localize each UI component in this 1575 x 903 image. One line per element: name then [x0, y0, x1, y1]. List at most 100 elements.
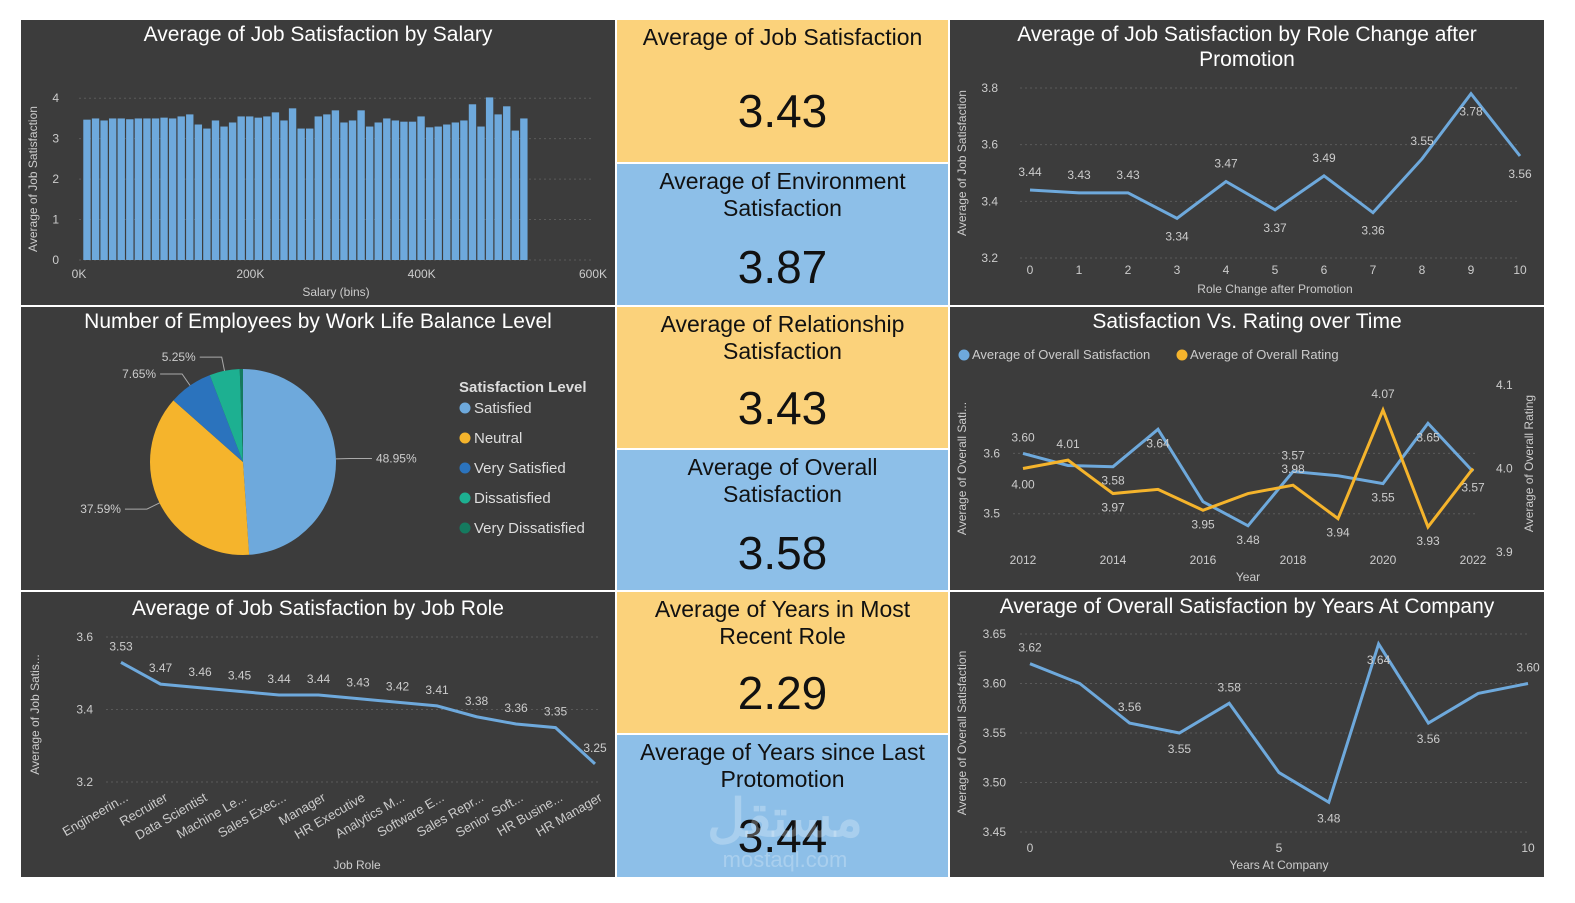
data-label: 3.43: [1116, 168, 1140, 182]
kpi-environment-satisfaction: Average of Environment Satisfaction 3.87: [616, 163, 949, 306]
job-role-chart-title: Average of Job Satisfaction by Job Role: [131, 597, 504, 620]
data-label: 3.60: [1516, 661, 1540, 675]
data-label: 3.60: [1011, 430, 1035, 444]
x-tick-label: 2014: [1100, 553, 1127, 567]
years-company-chart-panel: Average of Overall Satisfaction by Years…: [949, 591, 1545, 878]
data-label: 3.47: [1214, 157, 1238, 171]
data-label: 3.57: [1461, 481, 1485, 495]
years-company-chart-title: Average of Overall Satisfaction by Years…: [999, 595, 1495, 618]
data-label: 3.58: [1218, 680, 1242, 694]
salary-bar: [177, 116, 185, 260]
y-tick-label: 3.8: [981, 81, 998, 95]
pie-leader-line: [199, 356, 226, 371]
salary-bar: [306, 128, 314, 260]
salary-bar: [237, 116, 245, 260]
sat-vs-rating-chart-title: Satisfaction Vs. Rating over Time: [1092, 310, 1402, 333]
data-label: 3.37: [1263, 221, 1287, 235]
x-tick-label: 0K: [72, 267, 87, 281]
x-tick-label: 10: [1513, 263, 1527, 277]
data-label: 3.93: [1416, 534, 1440, 548]
pie-slice: [243, 369, 336, 555]
salary-bar: [520, 118, 528, 260]
y-tick-label: 3.65: [983, 627, 1007, 641]
legend-marker: [1176, 349, 1188, 361]
data-label: 3.53: [109, 639, 133, 653]
legend-marker: [958, 349, 970, 361]
data-label: 3.34: [1165, 229, 1189, 243]
salary-bar: [468, 104, 477, 261]
kpi-value: 3.44: [737, 810, 828, 862]
data-label: 3.38: [465, 694, 489, 708]
y-left-tick-label: 3.5: [983, 507, 1000, 521]
data-label: 3.55: [1410, 134, 1434, 148]
kpi-title: Average of Relationship Satisfaction: [660, 311, 905, 364]
x-tick-label: 5: [1276, 841, 1283, 855]
salary-bar: [117, 118, 125, 260]
data-label: 3.36: [1361, 224, 1385, 238]
y-tick-label: 3.6: [981, 138, 998, 152]
y-tick-label: 3.50: [983, 776, 1007, 790]
data-label: 3.97: [1101, 501, 1125, 515]
data-label: 3.62: [1018, 641, 1042, 655]
data-label: 3.44: [267, 672, 291, 686]
role-change-chart-title: Average of Job Satisfaction by Role Chan…: [1017, 23, 1477, 71]
data-label: 3.98: [1281, 462, 1305, 476]
data-label: 3.41: [425, 683, 449, 697]
x-tick-label: 9: [1468, 263, 1475, 277]
sat-vs-rating-chart: 3.5 3.6 3.9 4.0 4.1 2012 2014 2016 2018 2020 2022 3…: [955, 347, 1536, 584]
data-label: 4.07: [1371, 387, 1395, 401]
salary-bar: [434, 126, 442, 261]
data-label: 3.78: [1459, 105, 1483, 119]
x-axis-title: Job Role: [333, 858, 381, 872]
data-label: 3.35: [544, 705, 568, 719]
years-company-series-line: [1029, 640, 1529, 805]
y-tick-label: 3.4: [76, 703, 93, 717]
pie-slice: [209, 369, 243, 462]
y-right-axis-title: Average of Overall Rating: [1522, 395, 1536, 532]
salary-bar: [365, 126, 374, 261]
salary-bar: [357, 110, 365, 260]
x-tick-label: 2022: [1460, 553, 1487, 567]
legend-label: Average of Overall Satisfaction: [972, 347, 1150, 362]
salary-bar: [83, 119, 91, 260]
y-tick-label: 3.45: [983, 825, 1007, 839]
data-label: 3.56: [1118, 700, 1142, 714]
sat-vs-rating-chart-panel: Satisfaction Vs. Rating over Time 3.5 3.6…: [949, 306, 1545, 591]
data-label: 3.64: [1146, 436, 1170, 450]
role-change-chart: 3.2 3.4 3.6 3.8 0 1 2 3 4 5 6 7 8 9 10 3.44 3.43 3.43 3.34…: [955, 81, 1532, 296]
y-axis-title: Average of Job Satisfaction: [26, 106, 40, 252]
legend-title: Satisfaction Level: [459, 379, 587, 396]
series-line: [1022, 406, 1475, 530]
years-company-chart: 3.45 3.50 3.55 3.60 3.65 0 5 10 3.62 3.56 3.55 3.58…: [955, 627, 1540, 872]
x-tick-label: 10: [1521, 841, 1535, 855]
data-label: 4.01: [1056, 437, 1080, 451]
data-label: 3.64: [1367, 653, 1391, 667]
legend-label: Satisfied: [474, 400, 532, 417]
salary-bar: [246, 116, 254, 260]
salary-bar: [126, 119, 134, 261]
salary-bar: [297, 128, 305, 260]
pie-slice: [239, 369, 243, 462]
y-axis-title: Average of Job Satis...: [28, 654, 42, 775]
y-tick-label: 3.2: [76, 775, 93, 789]
legend-marker: [459, 432, 471, 444]
y-left-axis-title: Average of Overall Sati...: [955, 402, 969, 535]
salary-bar: [220, 126, 228, 261]
x-tick-label: 2018: [1280, 553, 1307, 567]
salary-bar: [134, 118, 143, 260]
y-tick-label: 3.6: [76, 630, 93, 644]
pie-data-label: 37.59%: [80, 502, 121, 516]
legend-marker: [459, 492, 471, 504]
wlb-chart-title: Number of Employees by Work Life Balance…: [84, 310, 552, 333]
y-tick-label: 3.2: [981, 251, 998, 265]
data-label: 3.49: [1312, 151, 1336, 165]
salary-bar: [151, 118, 160, 260]
wlb-pie-chart: 48.95% 37.59% 7.65% 5.25% Satisfaction Level…: [80, 350, 587, 555]
pie-data-label: 7.65%: [122, 367, 156, 381]
wlb-chart-panel: Number of Employees by Work Life Balance…: [20, 306, 616, 591]
salary-bar: [323, 114, 331, 261]
legend-label: Neutral: [474, 430, 522, 447]
data-label: 3.58: [1101, 474, 1125, 488]
salary-bar: [391, 120, 400, 260]
data-label: 3.65: [1416, 430, 1440, 444]
